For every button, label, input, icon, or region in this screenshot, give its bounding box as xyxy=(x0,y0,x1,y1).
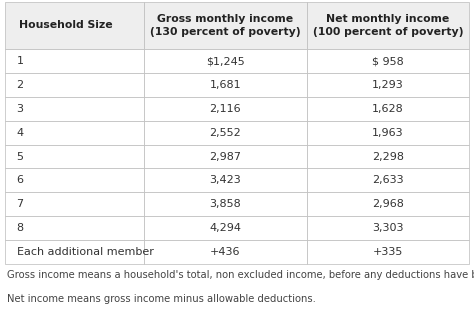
Text: 6: 6 xyxy=(17,175,24,185)
Text: $ 958: $ 958 xyxy=(372,56,404,66)
Bar xyxy=(307,73,469,97)
Bar xyxy=(5,97,144,121)
Bar xyxy=(144,240,307,264)
Bar xyxy=(307,192,469,216)
Bar xyxy=(5,49,144,73)
Bar xyxy=(5,121,144,145)
Text: 7: 7 xyxy=(17,199,24,209)
Text: Each additional member: Each additional member xyxy=(17,247,154,257)
Bar xyxy=(5,2,144,49)
Text: 5: 5 xyxy=(17,152,24,161)
Bar xyxy=(144,145,307,168)
Text: 3,423: 3,423 xyxy=(210,175,241,185)
Text: 2,987: 2,987 xyxy=(210,152,241,161)
Bar xyxy=(144,121,307,145)
Text: 1,681: 1,681 xyxy=(210,80,241,90)
Text: 2,633: 2,633 xyxy=(372,175,404,185)
Bar xyxy=(5,73,144,97)
Bar xyxy=(144,2,307,49)
Text: 1,293: 1,293 xyxy=(372,80,404,90)
Text: 3,858: 3,858 xyxy=(210,199,241,209)
Text: Net monthly income
(100 percent of poverty): Net monthly income (100 percent of pover… xyxy=(313,14,463,37)
Bar xyxy=(307,121,469,145)
Text: 2,968: 2,968 xyxy=(372,199,404,209)
Text: 1,628: 1,628 xyxy=(372,104,404,114)
Bar xyxy=(5,145,144,168)
Bar xyxy=(307,216,469,240)
Text: 2: 2 xyxy=(17,80,24,90)
Text: 3: 3 xyxy=(17,104,24,114)
Text: Household Size: Household Size xyxy=(19,21,113,30)
Text: +436: +436 xyxy=(210,247,241,257)
Bar xyxy=(5,216,144,240)
Bar xyxy=(5,192,144,216)
Bar xyxy=(307,2,469,49)
Bar xyxy=(144,97,307,121)
Text: 3,303: 3,303 xyxy=(372,223,404,233)
Bar xyxy=(307,145,469,168)
Bar xyxy=(307,168,469,192)
Bar xyxy=(144,192,307,216)
Bar xyxy=(144,168,307,192)
Bar xyxy=(144,73,307,97)
Text: 2,552: 2,552 xyxy=(210,128,241,138)
Text: Gross monthly income
(130 percent of poverty): Gross monthly income (130 percent of pov… xyxy=(150,14,301,37)
Bar xyxy=(144,49,307,73)
Bar xyxy=(307,97,469,121)
Bar xyxy=(307,240,469,264)
Text: Net income means gross income minus allowable deductions.: Net income means gross income minus allo… xyxy=(7,294,316,304)
Text: 1: 1 xyxy=(17,56,24,66)
Bar xyxy=(307,49,469,73)
Text: $1,245: $1,245 xyxy=(206,56,245,66)
Text: 2,298: 2,298 xyxy=(372,152,404,161)
Bar xyxy=(5,240,144,264)
Text: +335: +335 xyxy=(373,247,403,257)
Text: 4,294: 4,294 xyxy=(210,223,241,233)
Text: 8: 8 xyxy=(17,223,24,233)
Bar xyxy=(5,168,144,192)
Text: 1,963: 1,963 xyxy=(372,128,404,138)
Text: Gross income means a household's total, non excluded income, before any deductio: Gross income means a household's total, … xyxy=(7,270,474,280)
Text: 2,116: 2,116 xyxy=(210,104,241,114)
Bar xyxy=(144,216,307,240)
Text: 4: 4 xyxy=(17,128,24,138)
